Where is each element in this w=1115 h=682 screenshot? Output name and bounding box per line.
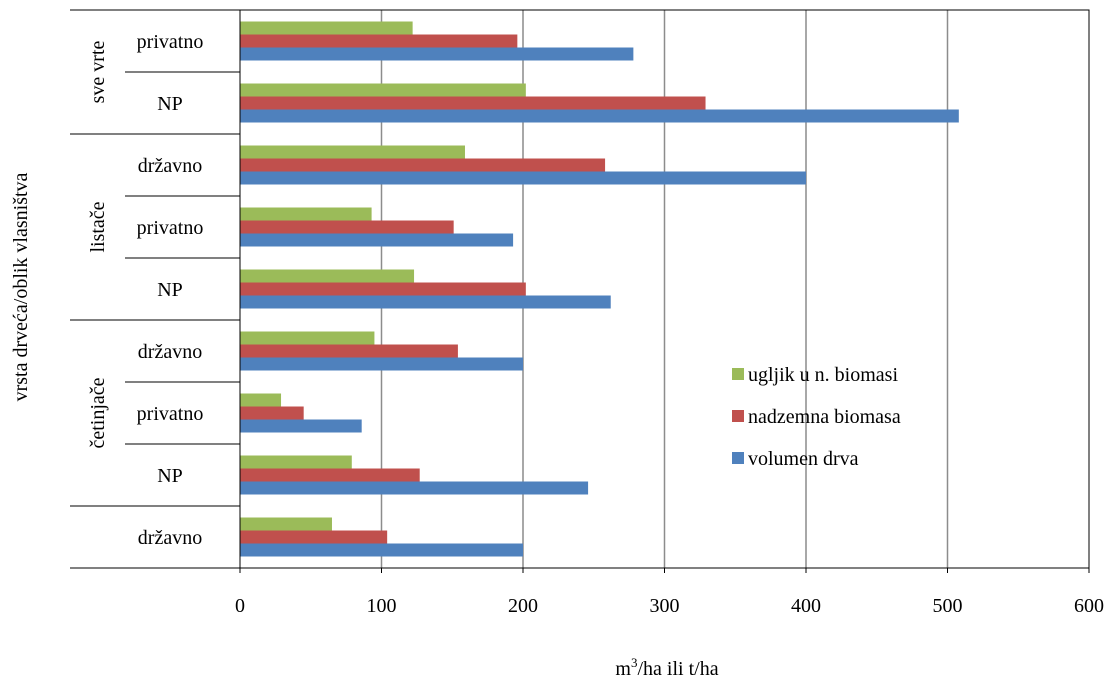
group-label: četinjače <box>87 377 109 448</box>
category-label: privatno <box>137 31 204 53</box>
category-label: državno <box>138 527 202 549</box>
category-label: NP <box>157 93 183 115</box>
bar <box>240 331 375 345</box>
x-tick-labels: 0 100 200 300 400 500 600 <box>235 568 1104 617</box>
category-label: državno <box>138 341 202 363</box>
legend-swatch <box>732 368 744 380</box>
bar <box>240 47 634 61</box>
bar <box>240 357 523 371</box>
legend-swatch <box>732 452 744 464</box>
bar <box>240 419 362 433</box>
bar <box>240 171 806 185</box>
bar <box>240 233 514 247</box>
bar <box>240 517 332 531</box>
bar <box>240 109 959 123</box>
legend-label: nadzemna biomasa <box>748 406 901 428</box>
x-tick-label: 400 <box>791 595 821 617</box>
x-tick-label: 0 <box>235 595 245 617</box>
bar <box>240 295 611 309</box>
category-label: privatno <box>137 403 204 425</box>
bar <box>240 455 352 469</box>
bar <box>240 145 465 159</box>
bar <box>240 468 420 482</box>
bar <box>240 530 388 544</box>
bar <box>240 269 415 283</box>
y-axis-title: vrsta drveća/oblik vlasništva <box>10 172 32 401</box>
category-label: privatno <box>137 217 204 239</box>
x-tick-label: 500 <box>933 595 963 617</box>
category-axis-frame <box>70 9 240 569</box>
bar <box>240 96 706 110</box>
bar <box>240 207 372 221</box>
x-tick-label: 100 <box>367 595 397 617</box>
x-tick-label: 600 <box>1074 595 1104 617</box>
bar <box>240 481 589 495</box>
legend-swatch <box>732 410 744 422</box>
bar <box>240 282 526 296</box>
x-tick-label: 300 <box>650 595 680 617</box>
bar <box>240 158 606 172</box>
category-labels: privatno NP državno privatno NP državno privat… <box>87 31 203 549</box>
category-label: NP <box>157 465 183 487</box>
x-axis-title: m3/ha ili t/ha <box>615 655 718 680</box>
legend-label: ugljik u n. biomasi <box>748 364 898 386</box>
group-label: listače <box>87 201 109 252</box>
bar <box>240 21 413 35</box>
category-label: NP <box>157 279 183 301</box>
bar <box>240 34 518 48</box>
bar <box>240 83 526 97</box>
bars <box>240 21 959 557</box>
bar <box>240 543 523 557</box>
bar <box>240 344 458 358</box>
bar <box>240 393 282 407</box>
legend-label: volumen drva <box>748 448 859 470</box>
group-label: sve vrte <box>87 41 109 104</box>
category-label: državno <box>138 155 202 177</box>
bar <box>240 406 304 420</box>
bar <box>240 220 454 234</box>
x-tick-label: 200 <box>508 595 538 617</box>
legend: ugljik u n. biomasi nadzemna biomasa volum… <box>732 364 901 470</box>
